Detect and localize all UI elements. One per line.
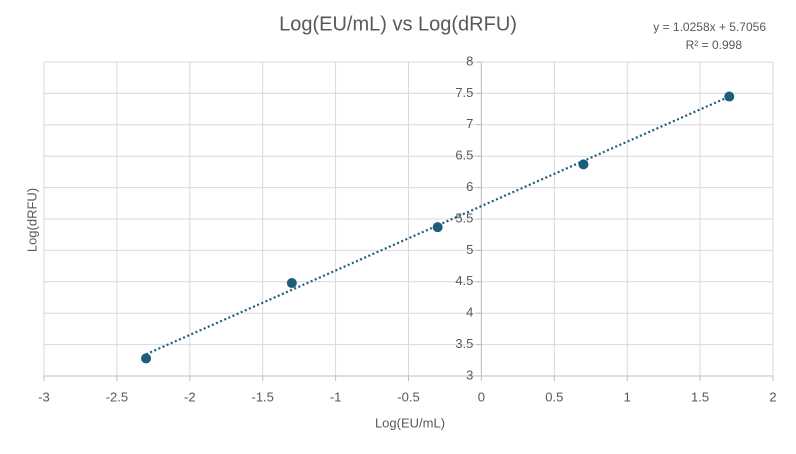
- chart-title: Log(EU/mL) vs Log(dRFU): [279, 13, 517, 35]
- x-tick-label: 0: [478, 389, 485, 404]
- y-tick-label: 5: [466, 242, 473, 257]
- y-tick-label: 3.5: [455, 336, 473, 351]
- y-tick-label: 6: [466, 179, 473, 194]
- y-tick-label: 8: [466, 53, 473, 68]
- x-tick-label: 1.5: [691, 389, 709, 404]
- trendline: [145, 95, 730, 356]
- data-point: [432, 222, 443, 233]
- y-tick-label: 6.5: [455, 148, 473, 163]
- r-squared: R² = 0.998: [686, 38, 743, 52]
- data-point: [141, 353, 152, 364]
- x-tick-label: 0.5: [545, 389, 563, 404]
- data-point: [286, 278, 297, 289]
- y-tick-label: 5.5: [455, 210, 473, 225]
- x-tick-label: 1: [624, 389, 631, 404]
- y-tick-label: 7: [466, 116, 473, 131]
- x-tick-label: -2: [184, 389, 196, 404]
- x-tick-label: -1.5: [251, 389, 273, 404]
- x-tick-label: -0.5: [397, 389, 419, 404]
- x-tick-label: -3: [38, 389, 50, 404]
- x-tick-label: 2: [769, 389, 776, 404]
- y-tick-label: 4.5: [455, 273, 473, 288]
- data-point: [578, 159, 589, 170]
- y-axis-label: Log(dRFU): [24, 188, 39, 252]
- y-tick-label: 7.5: [455, 85, 473, 100]
- data-point: [724, 91, 735, 102]
- y-tick-label: 3: [466, 367, 473, 382]
- trendline-equation: y = 1.0258x + 5.7056: [653, 20, 766, 34]
- x-axis-label: Log(EU/mL): [375, 415, 445, 430]
- y-tick-label: 4: [466, 305, 473, 320]
- x-tick-label: -2.5: [106, 389, 128, 404]
- x-tick-label: -1: [330, 389, 342, 404]
